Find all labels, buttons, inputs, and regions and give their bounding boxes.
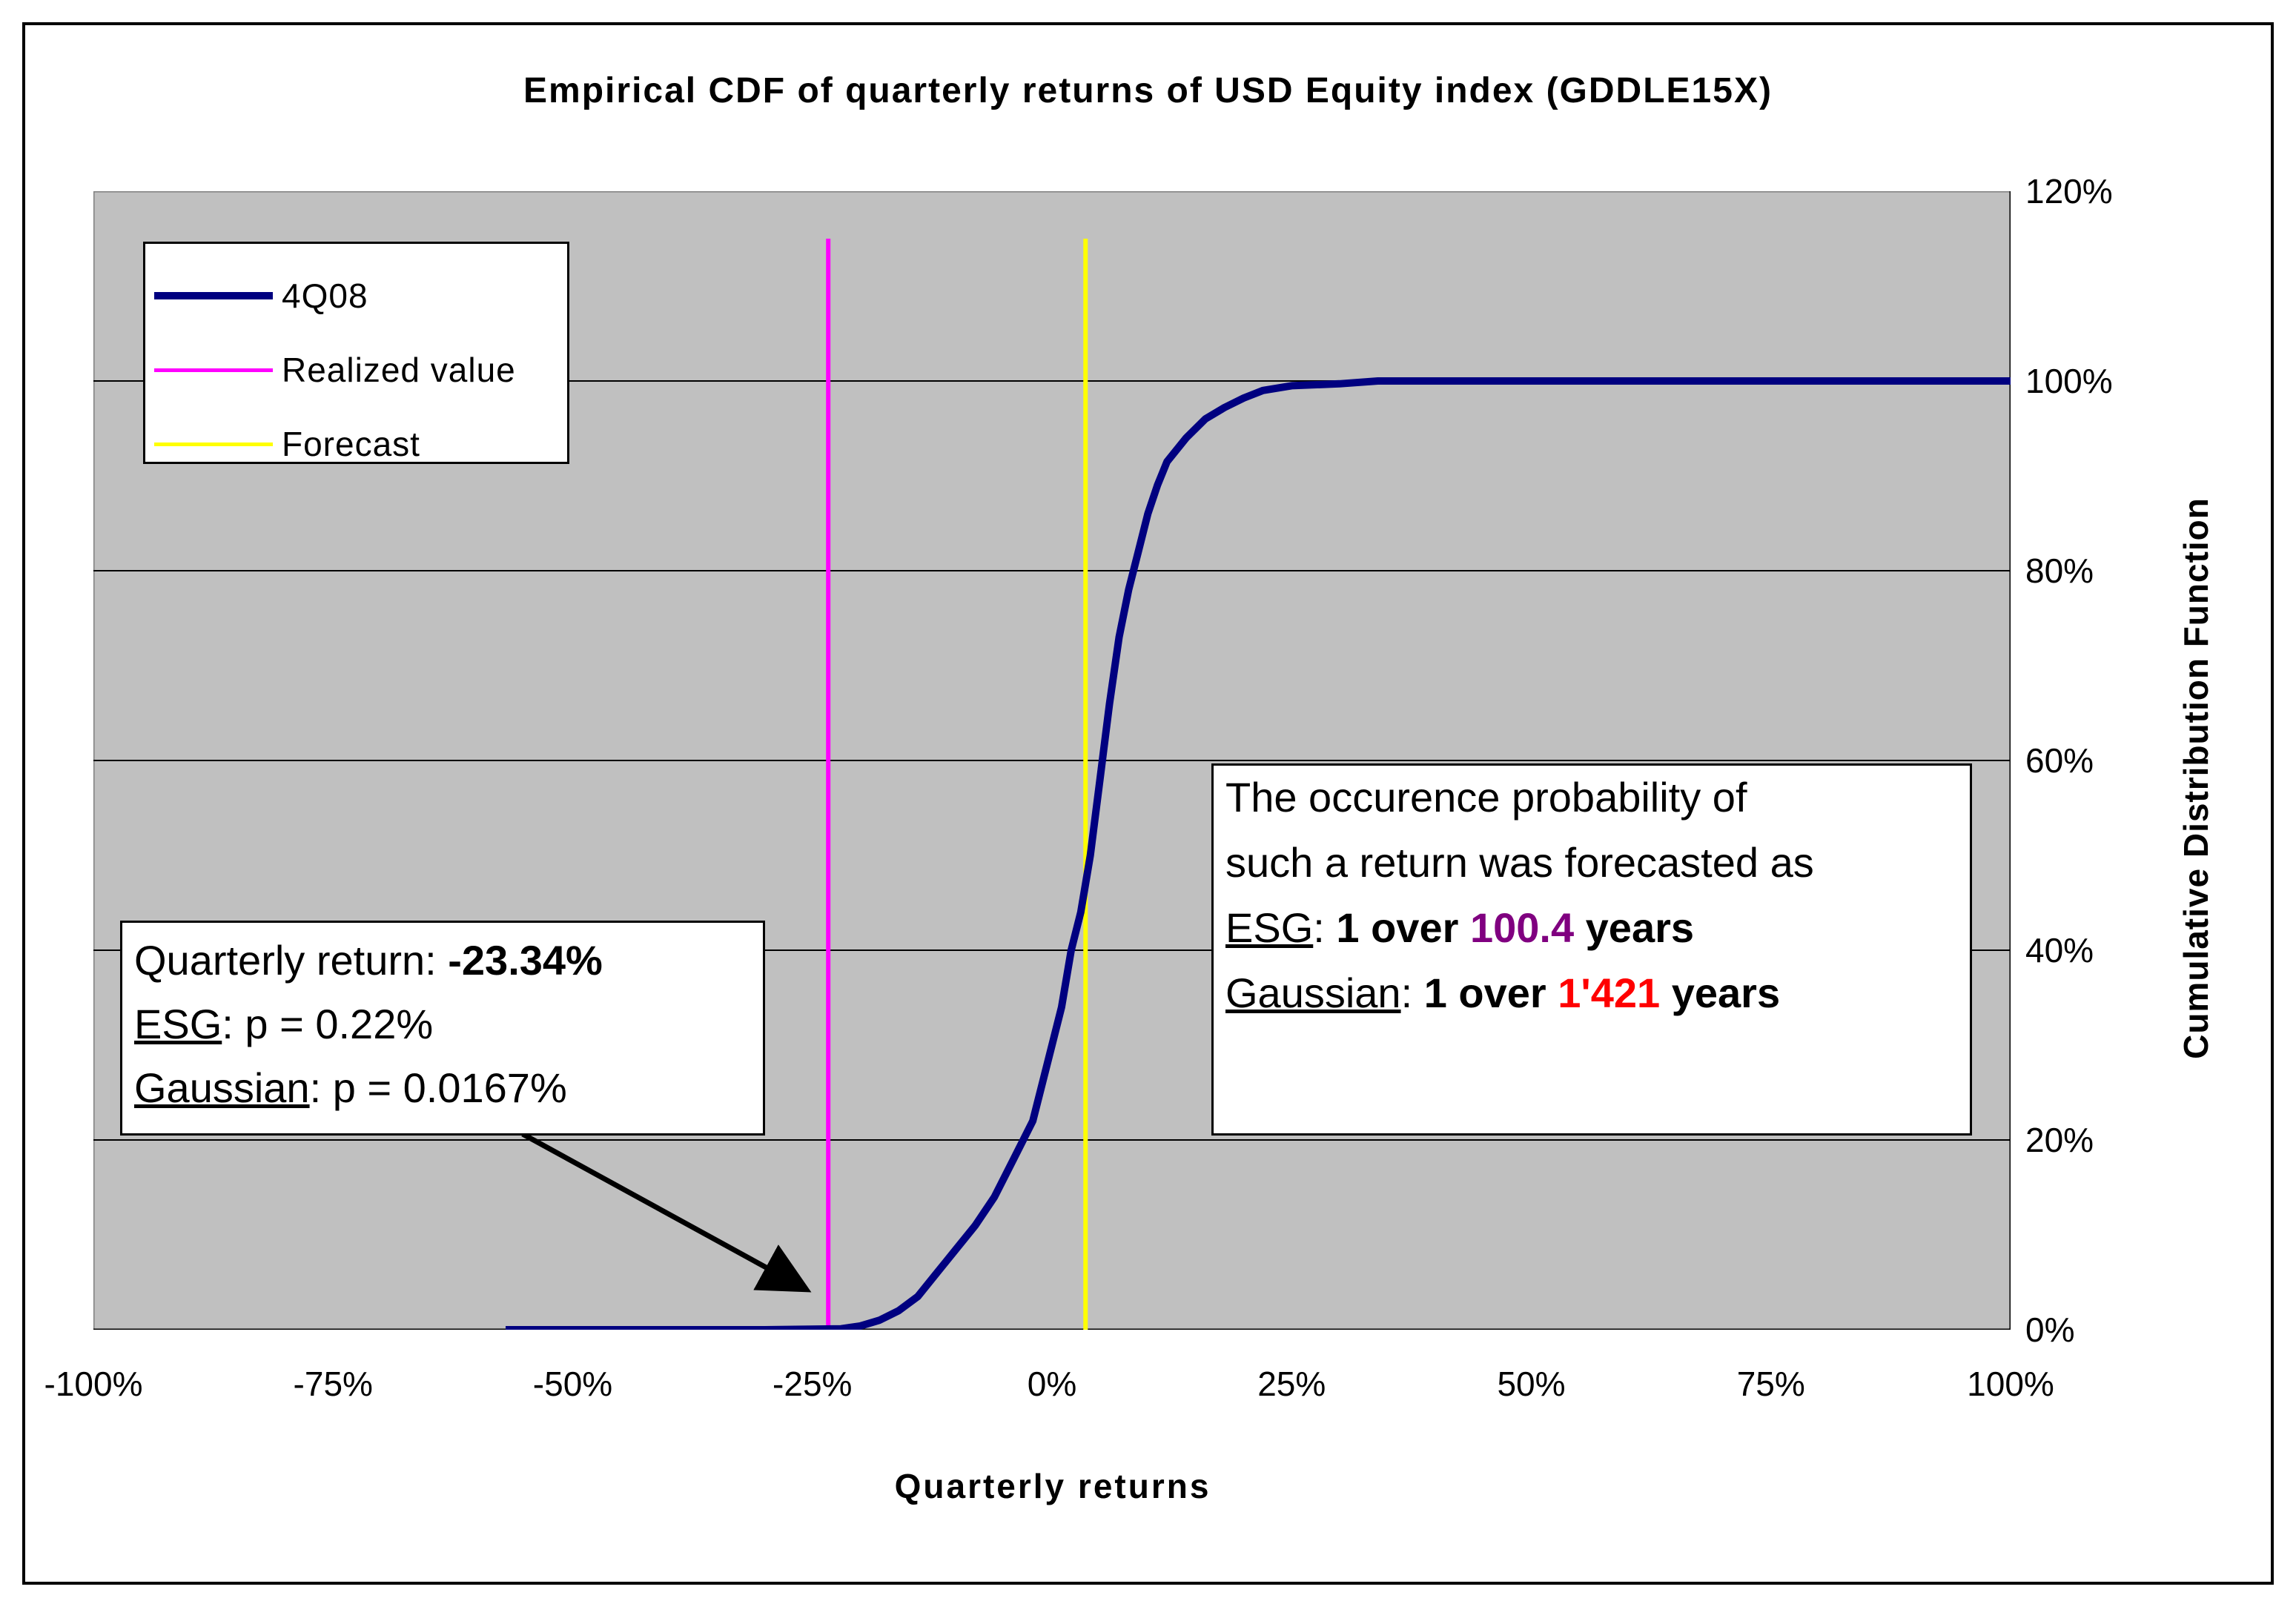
x-tick-label: -25%: [772, 1365, 853, 1403]
esg-colon: :: [1313, 904, 1337, 951]
esg-years-suffix: years: [1574, 904, 1695, 951]
annotation-right-line1: The occurence probability of: [1225, 774, 1747, 821]
annotation-left-box: Quarterly return: -23.34% ESG: p = 0.22%…: [120, 921, 765, 1136]
y-tick-label: 100%: [2025, 362, 2113, 400]
gaussian-p-value: : p = 0.0167%: [309, 1064, 567, 1111]
plot-area: [93, 191, 2011, 1330]
legend-label-realized: Realized value: [282, 351, 516, 389]
x-tick-label: 75%: [1736, 1365, 1805, 1403]
annotation-right-box: The occurence probability of such a retu…: [1211, 763, 1972, 1136]
gaussian-years-value: 1'421: [1558, 969, 1661, 1016]
legend-swatch-4q08: [154, 292, 273, 299]
quarterly-return-label: Quarterly return:: [134, 937, 449, 984]
gaussian-label-left: Gaussian: [134, 1064, 310, 1111]
y-tick-label: 80%: [2025, 551, 2094, 590]
x-tick-label: 100%: [1967, 1365, 2054, 1403]
x-tick-label: 0%: [1027, 1365, 1077, 1403]
esg-years-value: 100.4: [1469, 904, 1575, 951]
annotation-left-line3: Gaussian: p = 0.0167%: [134, 1064, 567, 1112]
legend-label-forecast: Forecast: [282, 425, 420, 463]
esg-label-right: ESG: [1225, 904, 1314, 951]
legend-label-4q08: 4Q08: [282, 276, 368, 315]
gaussian-colon: :: [1400, 969, 1424, 1016]
annotation-right-line3: ESG: 1 over 100.4 years: [1225, 904, 1694, 952]
annotation-right-line4: Gaussian: 1 over 1'421 years: [1225, 969, 1780, 1017]
x-axis-label: Quarterly returns: [894, 1467, 1211, 1505]
legend-item-forecast: Forecast: [154, 422, 420, 466]
esg-label-left: ESG: [134, 1001, 222, 1047]
annotation-left-line2: ESG: p = 0.22%: [134, 1000, 433, 1048]
gaussian-one-over: 1 over: [1423, 969, 1558, 1016]
y-tick-label: 60%: [2025, 741, 2094, 780]
gaussian-label-right: Gaussian: [1225, 969, 1401, 1016]
annotation-left-line1: Quarterly return: -23.34%: [134, 936, 603, 984]
x-tick-label: -50%: [532, 1365, 613, 1403]
legend: 4Q08 Realized value Forecast: [143, 242, 569, 464]
cdf-series-line: [506, 377, 2011, 1330]
quarterly-return-value: -23.34%: [448, 937, 603, 984]
legend-item-4q08: 4Q08: [154, 274, 368, 318]
legend-swatch-realized: [154, 368, 273, 372]
x-tick-label: -100%: [44, 1365, 143, 1403]
y-tick-label: 20%: [2025, 1121, 2094, 1159]
chart-title: Empirical CDF of quarterly returns of US…: [523, 71, 1773, 110]
y-tick-label: 40%: [2025, 931, 2094, 969]
gaussian-years-suffix: years: [1660, 969, 1781, 1016]
y-tick-label: 0%: [2025, 1310, 2075, 1349]
annotation-right-line2: such a return was forecasted as: [1225, 839, 1814, 886]
y-tick-label: 120%: [2025, 172, 2113, 211]
esg-one-over: 1 over: [1336, 904, 1470, 951]
annotation-arrow: [521, 1131, 812, 1293]
x-tick-label: 50%: [1497, 1365, 1566, 1403]
legend-swatch-forecast: [154, 442, 273, 446]
x-tick-label: -75%: [293, 1365, 373, 1403]
legend-item-realized: Realized value: [154, 348, 516, 392]
x-tick-label: 25%: [1257, 1365, 1326, 1403]
esg-p-value: : p = 0.22%: [222, 1001, 434, 1047]
